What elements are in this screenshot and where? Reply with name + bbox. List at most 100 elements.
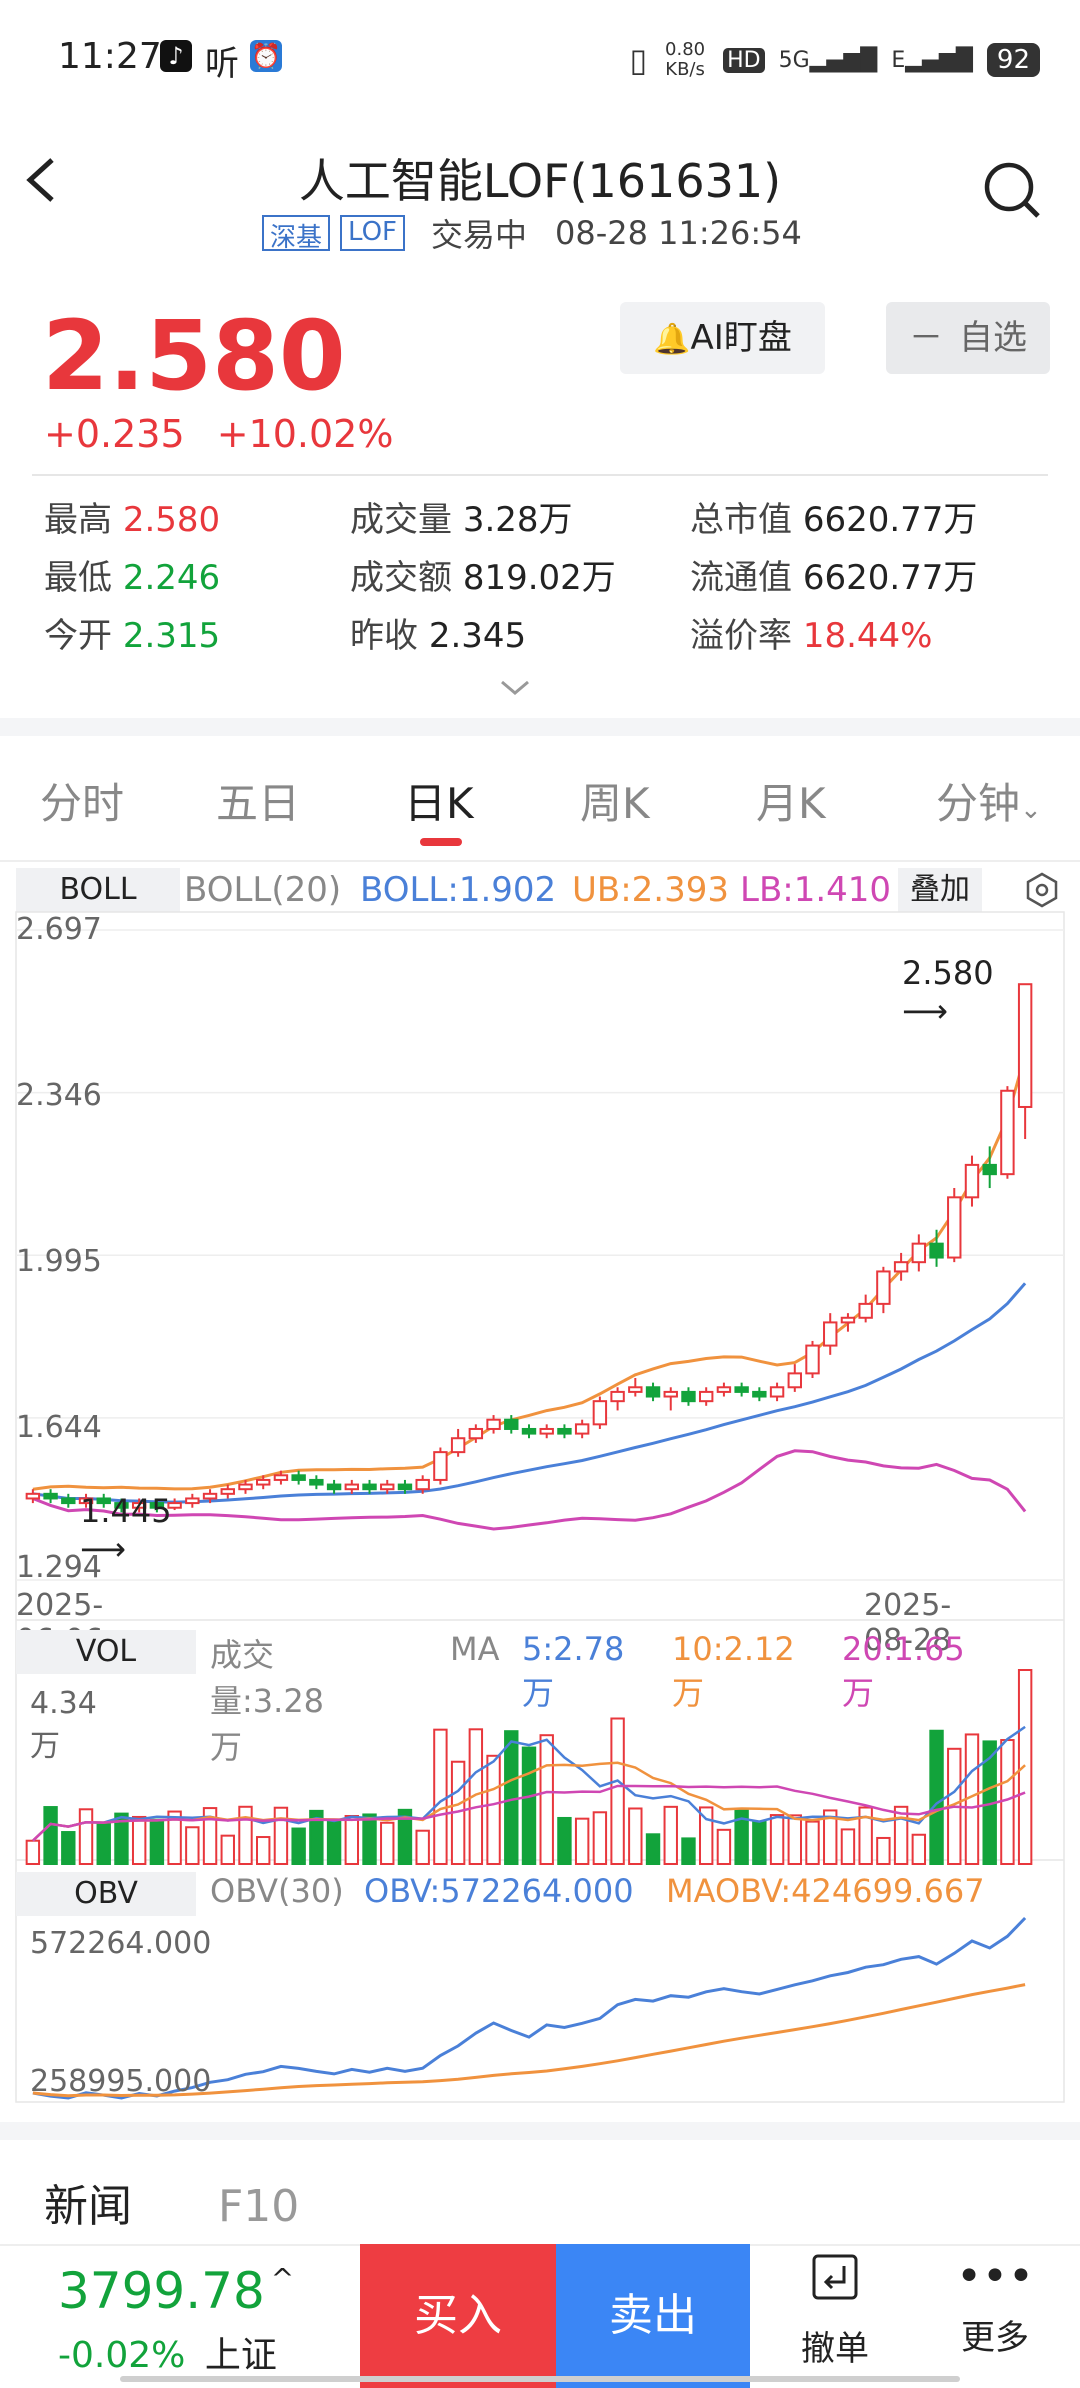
candle <box>450 1437 466 1454</box>
candle <box>716 1386 732 1393</box>
volume-bar <box>893 1805 909 1865</box>
chart-frame <box>15 911 1065 2103</box>
candle <box>787 1372 802 1389</box>
volume-bar <box>344 1814 360 1866</box>
stat-cell: 最高 2.580 <box>44 500 221 540</box>
candle <box>309 1478 324 1486</box>
volume-bar <box>25 1839 41 1865</box>
boll-chip[interactable]: BOLL <box>16 868 180 912</box>
candle <box>167 1502 182 1509</box>
kline-chart[interactable] <box>0 900 1080 2120</box>
volume-bar <box>202 1807 218 1866</box>
volume-bar <box>326 1819 342 1866</box>
volume-bar <box>734 1809 749 1865</box>
active-tab-indicator <box>420 838 462 846</box>
candle <box>663 1390 678 1398</box>
candle <box>326 1483 342 1491</box>
settings-icon[interactable] <box>1024 872 1060 917</box>
status-time: 11:27 <box>58 36 162 77</box>
tab-weekly-k[interactable]: 周K <box>580 779 650 828</box>
expand-stats-icon[interactable] <box>500 670 530 705</box>
stat-cell: 成交额 819.02万 <box>350 558 616 598</box>
net-speed: 0.80 KB/s <box>665 39 706 80</box>
add-watchlist-button[interactable]: －自选 <box>886 302 1050 374</box>
volume-bar <box>663 1805 678 1865</box>
section-separator <box>0 2122 1080 2140</box>
tab-f10[interactable]: F10 <box>218 2181 300 2232</box>
vibrate-icon: ▯ <box>629 41 648 79</box>
candle <box>628 1386 643 1393</box>
tiktok-icon: ♪ <box>160 40 192 72</box>
stat-row: 最高 2.580 成交量 3.28万 总市值 6620.77万 <box>44 492 1054 550</box>
volume-bar <box>1000 1739 1015 1865</box>
tab-intraday[interactable]: 分时 <box>40 779 125 828</box>
y-tick-label: 1.995 <box>16 1244 102 1279</box>
tab-five-day[interactable]: 五日 <box>216 779 301 828</box>
volume-bar <box>78 1808 94 1865</box>
system-indicators: ▯ 0.80 KB/s HD 5G▂▄▆█ E▂▄▆█ 92 <box>629 40 1040 80</box>
candle <box>61 1497 76 1505</box>
volume-bar <box>61 1831 76 1866</box>
candle <box>202 1492 218 1500</box>
vol-chip[interactable]: VOL <box>16 1630 196 1674</box>
volume-bar <box>592 1811 608 1866</box>
back-button[interactable] <box>22 150 82 230</box>
signal-e-icon: E▂▄▆█ <box>891 47 973 73</box>
candle <box>96 1497 111 1505</box>
more-button[interactable]: ••• 更多 <box>920 2252 1070 2382</box>
obv-max-label: 572264.000 <box>30 1926 212 1961</box>
volume-bar <box>167 1810 182 1866</box>
tab-daily-k[interactable]: 日K <box>404 779 474 828</box>
volume-bar <box>397 1808 413 1865</box>
ai-watch-button[interactable]: 🔔AI盯盘 <box>620 302 825 374</box>
tab-monthly-k[interactable]: 月K <box>756 779 826 828</box>
volume-bar <box>645 1833 661 1866</box>
page-title: 人工智能LOF(161631) <box>298 154 782 208</box>
volume-bar <box>610 1717 625 1865</box>
candle <box>840 1316 856 1324</box>
volume-bar <box>433 1728 448 1865</box>
volume-bar <box>681 1837 696 1866</box>
tab-minute[interactable]: 分钟⌄ <box>936 779 1042 828</box>
max-price-marker: 2.580 ⟶ <box>902 954 994 1030</box>
obv-chip[interactable]: OBV <box>16 1872 196 1916</box>
candle <box>752 1390 767 1398</box>
search-button[interactable] <box>982 160 1042 220</box>
volume-bar <box>752 1820 767 1865</box>
candle <box>468 1427 484 1440</box>
volume-bar <box>114 1812 129 1865</box>
candle <box>25 1492 41 1500</box>
volume-bar <box>769 1814 785 1866</box>
candle <box>876 1270 891 1305</box>
index-value[interactable]: 3799.78 ^ <box>58 2262 295 2320</box>
cancel-order-button[interactable]: 撤单 <box>760 2252 910 2382</box>
candle <box>893 1261 909 1273</box>
buy-button[interactable]: 买入 <box>360 2244 556 2388</box>
price-change: +0.235 +10.02% <box>44 412 393 456</box>
overlay-button[interactable]: 叠加 <box>898 868 982 912</box>
tab-news[interactable]: 新闻 <box>44 2181 132 2232</box>
alarm-icon: ⏰ <box>250 40 282 72</box>
candle <box>592 1400 608 1426</box>
volume-bar <box>149 1818 165 1866</box>
volume-bar <box>415 1829 430 1866</box>
candle <box>982 1163 997 1176</box>
candle <box>734 1386 749 1393</box>
y-tick-label: 2.346 <box>16 1078 102 1113</box>
divider <box>0 860 1080 862</box>
volume-bar <box>858 1806 873 1865</box>
candle <box>1017 983 1033 1108</box>
volume-bar <box>876 1836 891 1866</box>
volume-bar <box>486 1754 501 1865</box>
candle <box>149 1502 165 1509</box>
candle <box>698 1390 714 1403</box>
candle <box>769 1386 785 1398</box>
volume-bar <box>291 1827 306 1866</box>
volume-bar <box>840 1828 856 1866</box>
volume-bar <box>628 1807 643 1866</box>
candle <box>362 1483 377 1491</box>
volume-bar <box>805 1820 820 1866</box>
vol-volume: 成交量:3.28万 <box>210 1636 325 1766</box>
candle <box>43 1492 58 1500</box>
sell-button[interactable]: 卖出 <box>556 2244 750 2388</box>
